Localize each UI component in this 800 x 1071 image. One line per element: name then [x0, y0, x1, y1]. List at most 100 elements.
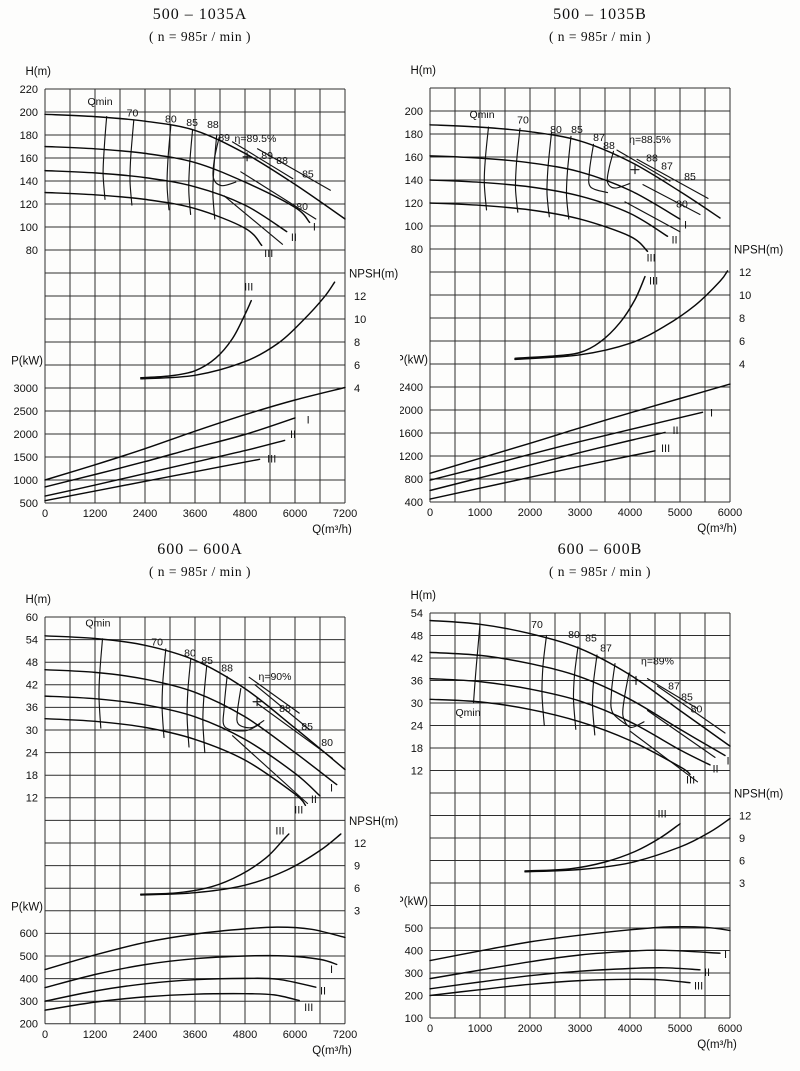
head-curve-base: [429, 124, 721, 219]
efficiency-line: [256, 148, 331, 191]
x-axis-title: Q(m³/h): [697, 523, 737, 535]
power-curve-label: II: [290, 429, 296, 441]
npsh-tick-label: 6: [739, 336, 745, 348]
power-curve-label: II: [320, 986, 326, 998]
power-curve-I: [44, 417, 296, 488]
head-tick-label: 36: [26, 702, 38, 714]
efficiency-contour: [565, 135, 572, 220]
head-tick-label: 80: [26, 245, 38, 257]
x-tick-label: 2000: [518, 507, 542, 519]
power-curve-label: I: [724, 949, 727, 961]
power-axis-title: P(kW): [11, 355, 43, 367]
npsh-tick-label: 12: [354, 291, 366, 303]
efficiency-contour: [514, 127, 521, 213]
head-curve-label: I: [727, 755, 730, 767]
efficiency-label: 80: [676, 199, 688, 211]
head-tick-label: 140: [405, 175, 423, 187]
head-tick-label: 160: [405, 152, 423, 164]
head-curve-label: II: [291, 232, 297, 244]
npsh-curve-label: III: [244, 281, 253, 293]
efficiency-label: η=89.5%: [235, 133, 277, 145]
npsh-tick-label: 6: [739, 855, 745, 867]
efficiency-label: 88: [276, 155, 288, 167]
x-tick-label: 6000: [718, 1023, 742, 1035]
power-tick-label: 500: [405, 923, 423, 935]
npsh-tick-label: 8: [739, 313, 745, 325]
qmin-label: Qmin: [469, 109, 494, 121]
efficiency-contour: [610, 663, 629, 727]
x-tick-label: 0: [427, 507, 433, 519]
efficiency-line: [636, 158, 709, 199]
x-tick-label: 6000: [283, 1029, 307, 1041]
efficiency-line: [656, 685, 726, 734]
power-tick-label: 1500: [14, 452, 38, 464]
efficiency-label: 87: [593, 132, 605, 144]
power-curve-base: [44, 926, 346, 971]
x-tick-label: 5000: [668, 507, 692, 519]
power-curve-label: III: [661, 443, 670, 455]
npsh-curve-base: [524, 817, 731, 873]
efficiency-contour: [541, 634, 548, 727]
npsh-tick-label: 3: [354, 906, 360, 918]
efficiency-line: [223, 195, 284, 245]
npsh-axis-title: NPSH(m): [349, 269, 398, 281]
efficiency-label: 88: [221, 663, 233, 675]
npsh-tick-label: 6: [354, 360, 360, 372]
power-curve-label: III: [267, 453, 276, 465]
head-curve-label: III: [294, 805, 303, 817]
efficiency-label: 70: [127, 108, 139, 120]
head-curve-II: [44, 169, 288, 233]
power-curve-label: III: [694, 981, 703, 993]
power-tick-label: 2000: [400, 405, 423, 417]
efficiency-label: η=89%: [641, 655, 674, 667]
head-tick-label: 24: [26, 747, 38, 759]
head-tick-label: 54: [411, 608, 423, 620]
efficiency-line: [231, 141, 294, 180]
head-tick-label: 100: [405, 221, 423, 233]
power-tick-label: 300: [20, 996, 38, 1008]
power-curve-label: II: [673, 425, 679, 437]
npsh-tick-label: 10: [739, 290, 751, 302]
power-curve-III: [429, 450, 656, 500]
x-tick-label: 0: [42, 508, 48, 520]
head-tick-label: 30: [411, 698, 423, 710]
npsh-tick-label: 6: [354, 883, 360, 895]
power-tick-label: 1200: [400, 451, 423, 463]
power-curve-label: I: [710, 407, 713, 419]
head-tick-label: 48: [411, 630, 423, 642]
power-tick-label: 500: [20, 498, 38, 510]
x-tick-label: 2400: [133, 1029, 157, 1041]
efficiency-label: 80: [550, 124, 562, 136]
chart-subtitle: ( n = 985r / min ): [148, 564, 252, 579]
qmin-label: Qmin: [87, 96, 112, 108]
chart-canvas-500-1035B: 0 1000 2000 3000 4000 5000 6000 200 180 160 140 120…: [400, 65, 783, 535]
efficiency-label: 85: [571, 124, 583, 136]
x-axis-title: Q(m³/h): [312, 524, 352, 535]
head-curve-II: [429, 179, 669, 238]
x-tick-label: 4000: [618, 1023, 642, 1035]
power-curve-I: [429, 949, 721, 980]
npsh-tick-label: 12: [739, 810, 751, 822]
efficiency-label: 80: [321, 737, 333, 749]
chart-canvas-600-600A: 0 1200 2400 3600 4800 6000 7200605448423630241…: [11, 594, 398, 1057]
efficiency-label: 88: [279, 703, 291, 715]
power-curve-I: [44, 954, 338, 989]
x-tick-label: 6000: [283, 508, 307, 520]
npsh-axis-title: NPSH(m): [349, 816, 398, 828]
head-curve-I: [429, 155, 681, 220]
power-curve-II: [44, 977, 317, 1002]
efficiency-label: 70: [151, 636, 163, 648]
power-tick-label: 500: [20, 951, 38, 963]
head-tick-label: 24: [411, 720, 423, 732]
efficiency-line: [646, 678, 699, 710]
head-curve-base: [44, 635, 346, 771]
power-tick-label: 1600: [400, 428, 423, 440]
efficiency-contour: [202, 665, 208, 754]
chart-canvas-600-600B: 0 1000 2000 3000 4000 5000 6000544842363024181…: [400, 590, 783, 1051]
grid: [429, 87, 731, 503]
grid: [44, 616, 346, 1025]
npsh-curve-base: [140, 833, 342, 896]
chart-quadrant-600-600B: 600 – 600B ( n = 985r / min ) 0 1000 2000 3…: [400, 535, 800, 1070]
efficiency-contour: [236, 688, 265, 729]
head-tick-label: 120: [405, 198, 423, 210]
